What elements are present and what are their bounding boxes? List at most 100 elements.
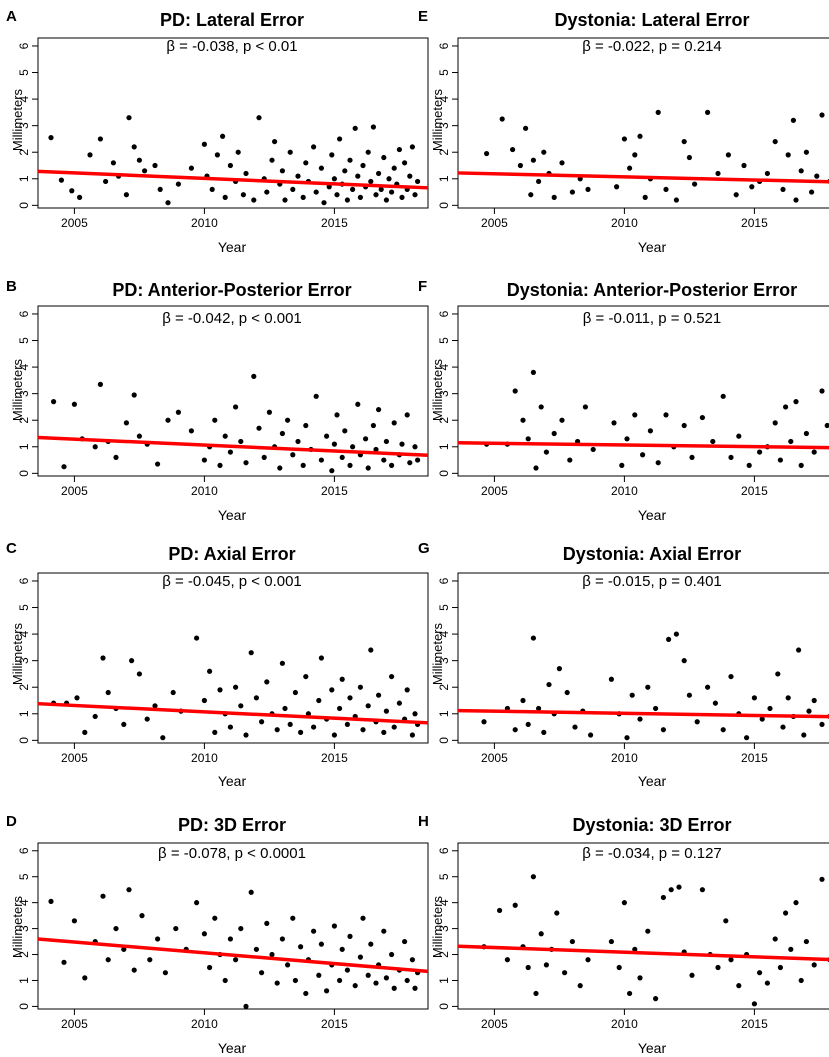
data-point (536, 705, 542, 712)
data-point (715, 170, 721, 177)
data-point (640, 452, 646, 458)
x-tick-label: 2005 (481, 484, 508, 498)
data-point (329, 687, 335, 693)
data-point (105, 957, 111, 963)
x-tick-label: 2015 (741, 484, 768, 498)
data-point (373, 980, 379, 986)
data-point (248, 650, 254, 656)
data-point (389, 189, 395, 195)
data-point (409, 957, 415, 963)
x-axis-label: Year (218, 1040, 247, 1056)
data-point (201, 931, 207, 937)
data-point (77, 194, 83, 200)
data-point (728, 957, 734, 963)
data-point (585, 957, 591, 963)
y-tick-label: 2 (437, 149, 451, 156)
regression-line (457, 708, 829, 719)
data-point (699, 414, 706, 421)
data-point (559, 160, 565, 166)
data-point (357, 194, 363, 200)
data-point (264, 679, 270, 685)
data-point (272, 138, 278, 145)
data-point (318, 941, 324, 947)
data-point (251, 373, 257, 379)
data-point (201, 697, 207, 704)
data-point (152, 703, 158, 709)
data-point (303, 673, 309, 680)
data-point (155, 461, 161, 467)
data-point (279, 168, 285, 174)
data-point (407, 460, 413, 466)
data-point (530, 369, 537, 376)
data-point (313, 189, 319, 195)
data-point (572, 724, 578, 730)
data-point (350, 186, 356, 193)
beta-annotation: β = -0.022, p = 0.214 (582, 38, 722, 55)
data-point (82, 729, 88, 735)
data-point (69, 188, 75, 194)
data-point (264, 920, 270, 927)
data-point (233, 957, 239, 963)
data-point (253, 946, 259, 952)
data-point (329, 468, 335, 474)
data-point (113, 454, 119, 461)
data-point (337, 705, 343, 712)
regression-line (457, 944, 829, 962)
data-point (87, 152, 93, 158)
data-point (162, 970, 168, 976)
data-point (647, 428, 654, 434)
y-tick-label: 1 (17, 710, 31, 717)
y-tick-label: 6 (17, 42, 31, 49)
y-tick-label: 4 (437, 899, 451, 906)
data-point (715, 964, 721, 971)
data-point (227, 936, 233, 942)
panel-h-dystonia-3d: H Dystonia: 3D Error β = -0.034, p = 0.1… (418, 813, 829, 1056)
plot-frame (457, 37, 829, 209)
data-point (676, 884, 682, 890)
data-point (318, 457, 324, 463)
data-point (772, 420, 778, 426)
y-tick-label: 1 (437, 175, 451, 182)
data-point (723, 918, 729, 924)
data-point (251, 197, 257, 203)
data-point (282, 197, 288, 203)
data-point (279, 936, 285, 942)
data-point (663, 412, 669, 418)
y-tick-label: 5 (437, 69, 451, 76)
data-point (798, 168, 804, 174)
data-point (287, 149, 293, 155)
data-point (360, 727, 366, 733)
data-point (207, 668, 213, 674)
data-point (538, 404, 544, 410)
data-point (681, 422, 687, 429)
x-tick-label: 2010 (191, 216, 218, 230)
y-tick-label: 0 (17, 1003, 31, 1010)
data-point (624, 436, 630, 442)
data-point (363, 436, 369, 442)
y-tick-label: 3 (17, 925, 31, 932)
plot-frame (37, 305, 429, 477)
y-tick-label: 3 (437, 657, 451, 664)
data-point (279, 430, 285, 437)
data-point (105, 689, 111, 696)
x-tick-label: 2015 (741, 1017, 768, 1031)
data-point (243, 732, 249, 738)
data-point (772, 936, 778, 942)
data-point (619, 462, 625, 468)
data-point (103, 178, 109, 185)
data-point (783, 404, 789, 410)
panel-title: Dystonia: Anterior-Posterior Error (507, 280, 797, 300)
data-point (269, 951, 275, 958)
data-point (520, 417, 526, 423)
data-point (806, 708, 812, 714)
data-point (783, 910, 789, 916)
panel-b-pd-anterior-posterior: B PD: Anterior-Posterior Error β = -0.04… (6, 278, 429, 523)
data-point (311, 928, 317, 934)
data-point (139, 913, 145, 919)
data-point (352, 983, 358, 989)
data-point (746, 462, 752, 468)
data-point (541, 729, 547, 735)
data-point (692, 181, 698, 187)
x-axis-label: Year (218, 239, 247, 255)
data-point (757, 449, 763, 455)
